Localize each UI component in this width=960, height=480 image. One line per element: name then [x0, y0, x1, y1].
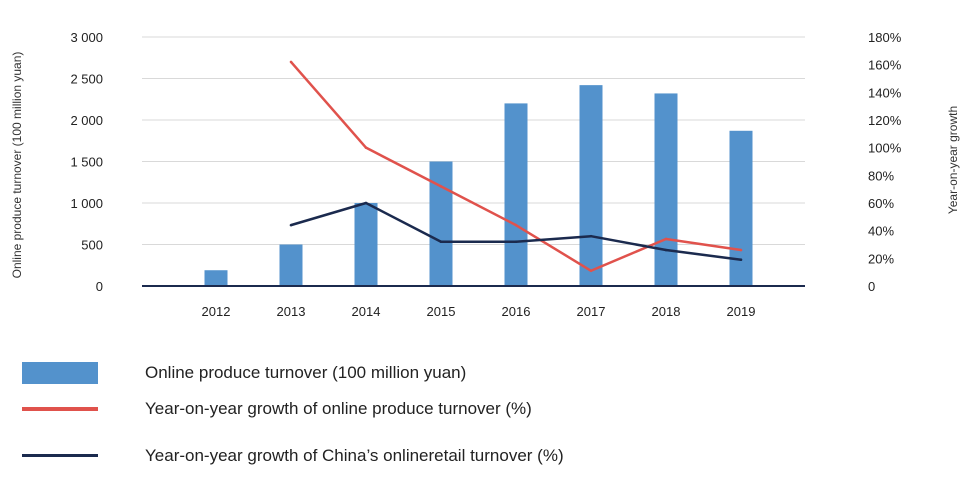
- line-series: [289, 60, 743, 273]
- data-point: [289, 60, 293, 64]
- legend-swatch-line: [22, 407, 98, 411]
- y-tick-label-right: 140%: [868, 85, 902, 100]
- data-point: [289, 223, 293, 227]
- y-tick-label-right: 0: [868, 279, 875, 294]
- y-tick-label-right: 120%: [868, 113, 902, 128]
- data-point: [364, 201, 368, 205]
- x-tick-label: 2014: [352, 304, 381, 319]
- data-point: [589, 269, 593, 273]
- y-tick-label-right: 180%: [868, 30, 902, 45]
- bar: [729, 130, 753, 286]
- x-tick-label: 2012: [202, 304, 231, 319]
- legend-item-retail-growth: Year-on-year growth of China’s onlineret…: [0, 440, 960, 480]
- y-tick-label-right: 100%: [868, 141, 902, 156]
- legend-swatch-line: [22, 454, 98, 457]
- y-tick-label-right: 20%: [868, 251, 894, 266]
- y-axis-label-right: Year-on-year growth: [946, 106, 960, 214]
- left-axis-ticks: 0 500 1 000 1 500 2 000 2 500 3 000: [70, 30, 103, 294]
- data-point: [589, 234, 593, 238]
- y-tick-label-right: 40%: [868, 224, 894, 239]
- legend: Online produce turnover (100 million yua…: [0, 350, 960, 466]
- x-tick-label: 2016: [502, 304, 531, 319]
- data-point: [439, 240, 443, 244]
- legend-item-produce-growth: Year-on-year growth of online produce tu…: [0, 393, 960, 433]
- bar: [429, 161, 453, 286]
- x-tick-label: 2017: [577, 304, 606, 319]
- chart: 0 500 1 000 1 500 2 000 2 500 3 000 0 20% 40% 60%…: [10, 30, 960, 319]
- x-tick-label: 2018: [652, 304, 681, 319]
- y-tick-label-left: 500: [81, 238, 103, 253]
- data-point: [664, 237, 668, 241]
- bar: [654, 93, 678, 286]
- y-tick-label-left: 2 500: [70, 72, 103, 87]
- bar-series: [204, 85, 753, 287]
- data-point: [364, 146, 368, 149]
- bar: [204, 270, 228, 286]
- y-tick-label-right: 160%: [868, 58, 902, 73]
- x-tick-label: 2019: [727, 304, 756, 319]
- y-tick-label-left: 0: [96, 279, 103, 294]
- y-tick-label-left: 2 000: [70, 113, 103, 128]
- x-tick-label: 2013: [277, 304, 306, 319]
- y-axis-label-left: Online produce turnover (100 million yua…: [10, 52, 24, 279]
- data-point: [739, 248, 743, 252]
- right-axis-ticks: 0 20% 40% 60% 80% 100% 120% 140% 160% 180%: [868, 30, 902, 294]
- data-point: [514, 223, 518, 227]
- data-point: [664, 248, 668, 252]
- bar: [354, 203, 378, 286]
- gridlines: [142, 36, 805, 245]
- y-tick-label-right: 80%: [868, 168, 894, 183]
- legend-swatch-bar: [22, 362, 98, 384]
- x-tick-label: 2015: [427, 304, 456, 319]
- y-tick-label-left: 1 000: [70, 196, 103, 211]
- x-axis-ticks: 2012 2013 2014 2015 2016 2017 2018 2019: [202, 304, 756, 319]
- legend-item-turnover: Online produce turnover (100 million yua…: [0, 355, 960, 395]
- legend-label: Online produce turnover (100 million yua…: [145, 363, 467, 382]
- data-point: [439, 185, 443, 188]
- bar: [504, 103, 528, 287]
- legend-label: Year-on-year growth of China’s onlineret…: [145, 446, 564, 465]
- y-tick-label-right: 60%: [868, 196, 894, 211]
- bar: [279, 244, 303, 286]
- bar: [579, 85, 603, 286]
- data-point: [514, 240, 518, 244]
- y-tick-label-left: 3 000: [70, 30, 103, 45]
- y-tick-label-left: 1 500: [70, 155, 103, 170]
- data-point: [739, 258, 743, 262]
- legend-label: Year-on-year growth of online produce tu…: [145, 399, 532, 418]
